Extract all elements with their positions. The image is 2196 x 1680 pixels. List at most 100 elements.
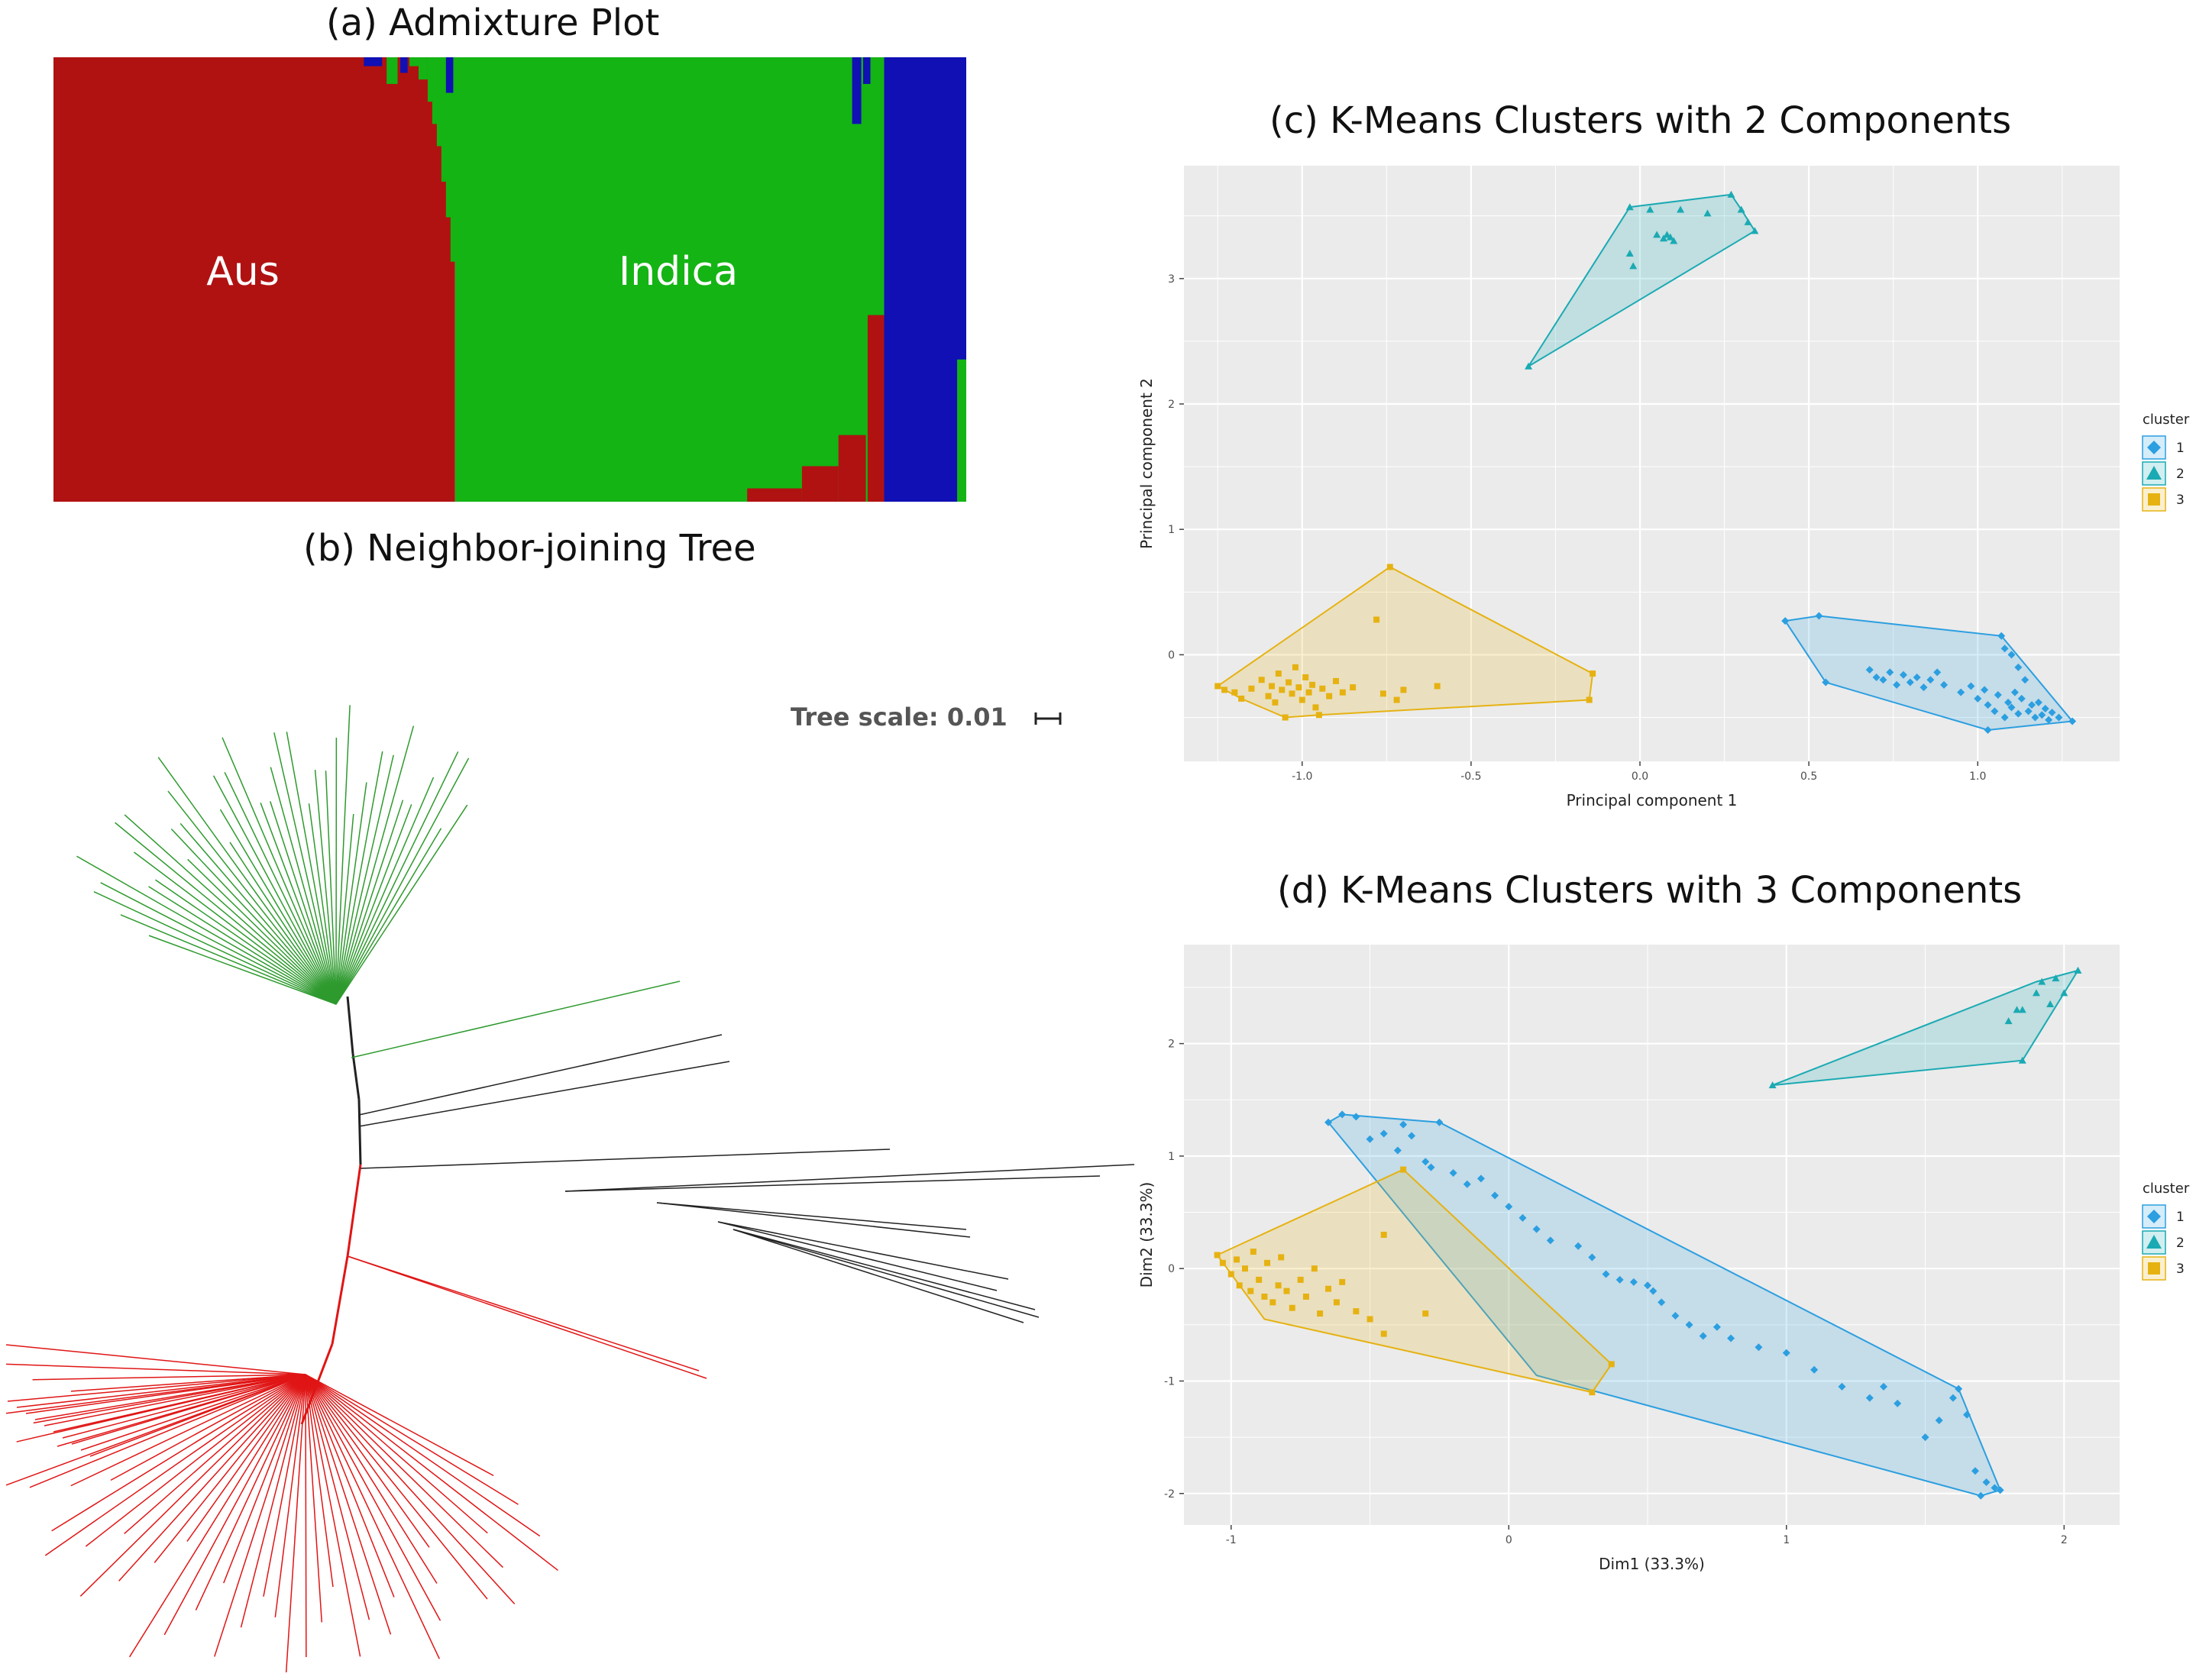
data-point-cluster-1 [1449, 1168, 1457, 1177]
tree-branch [717, 1221, 1009, 1280]
tree-branch [124, 814, 337, 1005]
data-point-cluster-1 [1977, 1491, 1985, 1500]
data-point-cluster-1 [1435, 1118, 1444, 1126]
data-point-cluster-2 [1625, 249, 1634, 257]
data-point-cluster-3 [1231, 689, 1238, 696]
tree-branch [70, 1374, 306, 1487]
data-point-cluster-1 [1546, 1236, 1554, 1245]
data-point-cluster-1 [1505, 1203, 1513, 1211]
admix-sample-bar [747, 488, 802, 502]
admix-sample-bar [364, 57, 383, 66]
tree-branch [270, 801, 337, 1005]
tree-branch [564, 1164, 1135, 1192]
data-point-cluster-1 [1324, 1118, 1333, 1126]
tree-branch [263, 1374, 306, 1597]
admix-sample-bar [862, 57, 871, 84]
data-point-cluster-3 [1272, 699, 1279, 706]
data-point-cluster-2 [2046, 1000, 2055, 1008]
data-point-cluster-1 [2014, 663, 2023, 671]
data-point-cluster-1 [1865, 1394, 1874, 1402]
tree-branch [347, 1255, 707, 1379]
legend-triangle-icon [2146, 466, 2162, 480]
panel-b-title: (b) Neighbor-joining Tree [303, 527, 756, 570]
y-tick-label: 2 [1168, 1039, 1175, 1051]
admix-sample-bar [386, 57, 398, 84]
data-point-cluster-1 [1532, 1225, 1541, 1233]
tree-branch [335, 705, 351, 1005]
data-point-cluster-1 [1906, 678, 1914, 687]
tree-branch [335, 777, 435, 1005]
tree-branch [93, 891, 337, 1005]
data-point-cluster-1 [2038, 711, 2046, 719]
data-point-cluster-2 [2032, 989, 2040, 997]
data-point-cluster-1 [1574, 1242, 1583, 1250]
admix-sample-bar [445, 57, 455, 218]
tree-branch [154, 879, 337, 1005]
tree-branch [346, 1164, 362, 1257]
data-point-cluster-1 [1872, 673, 1881, 681]
data-point-cluster-3 [1319, 685, 1326, 692]
tree-branch [305, 1374, 334, 1588]
data-point-cluster-1 [1781, 617, 1790, 625]
data-point-cluster-1 [1957, 688, 1965, 696]
data-point-cluster-3 [1333, 677, 1340, 684]
tree-branch [305, 1374, 438, 1584]
tree-branch [79, 1374, 306, 1597]
legend-diamond-icon [2147, 1210, 2161, 1223]
data-point-cluster-3 [1586, 696, 1593, 703]
data-point-cluster-2 [1666, 233, 1674, 241]
tree-branch [305, 1374, 516, 1604]
admix-sample-bar [838, 435, 866, 502]
data-point-cluster-3 [1325, 1285, 1332, 1292]
data-point-cluster-1 [1822, 678, 1830, 687]
data-point-cluster-3 [1279, 687, 1286, 693]
data-point-cluster-2 [1525, 362, 1533, 370]
data-point-cluster-1 [1379, 1129, 1388, 1138]
legend-triangle-icon [2146, 1235, 2162, 1249]
x-tick-label: 0.5 [1800, 771, 1817, 783]
data-point-cluster-2 [1646, 205, 1654, 213]
data-point-cluster-2 [2018, 1006, 2026, 1013]
data-point-cluster-3 [1238, 695, 1245, 702]
tree-branch [5, 1363, 306, 1375]
tree-branch [564, 1175, 1101, 1192]
data-point-cluster-1 [2055, 713, 2063, 722]
data-point-cluster-1 [2041, 705, 2049, 713]
tree-branch [273, 732, 337, 1005]
data-point-cluster-2 [1744, 218, 1752, 225]
y-tick-label: 0 [1168, 649, 1175, 661]
data-point-cluster-1 [1838, 1382, 1846, 1391]
tree-branch [358, 1034, 723, 1116]
tree-branch [286, 732, 337, 1005]
data-point-cluster-1 [1338, 1110, 1347, 1119]
grid [1184, 166, 2120, 761]
tree-branch [229, 842, 337, 1005]
legend-square-icon [2148, 1262, 2160, 1275]
tree-branch [335, 800, 404, 1005]
data-point-cluster-3 [1247, 1287, 1254, 1294]
data-point-cluster-3 [1275, 1282, 1282, 1289]
tree-branch [187, 858, 337, 1005]
legend-label: 3 [2176, 1262, 2185, 1277]
tree-branch [70, 1374, 306, 1392]
tree-branch [274, 1374, 306, 1618]
data-point-cluster-1 [1893, 680, 1901, 689]
legend-label: 2 [2176, 1236, 2185, 1251]
data-point-cluster-3 [1236, 1282, 1243, 1289]
tree-branch [115, 822, 337, 1005]
tree-branch [656, 1202, 967, 1230]
data-point-cluster-1 [1935, 1417, 1943, 1425]
data-point-cluster-3 [1400, 1166, 1407, 1173]
data-point-cluster-1 [1996, 1486, 2004, 1494]
tree-branch [32, 1374, 306, 1381]
data-point-cluster-3 [1286, 679, 1292, 686]
tree-branch [62, 1374, 306, 1439]
data-point-cluster-3 [1297, 1276, 1304, 1283]
tree-branch [270, 767, 337, 1005]
data-point-cluster-2 [2018, 1056, 2026, 1064]
data-point-cluster-1 [1991, 707, 1999, 716]
tree-branch [335, 782, 367, 1005]
data-point-cluster-3 [1589, 1389, 1596, 1396]
admix-sample-bar [852, 57, 862, 124]
data-point-cluster-1 [1991, 1484, 1999, 1492]
